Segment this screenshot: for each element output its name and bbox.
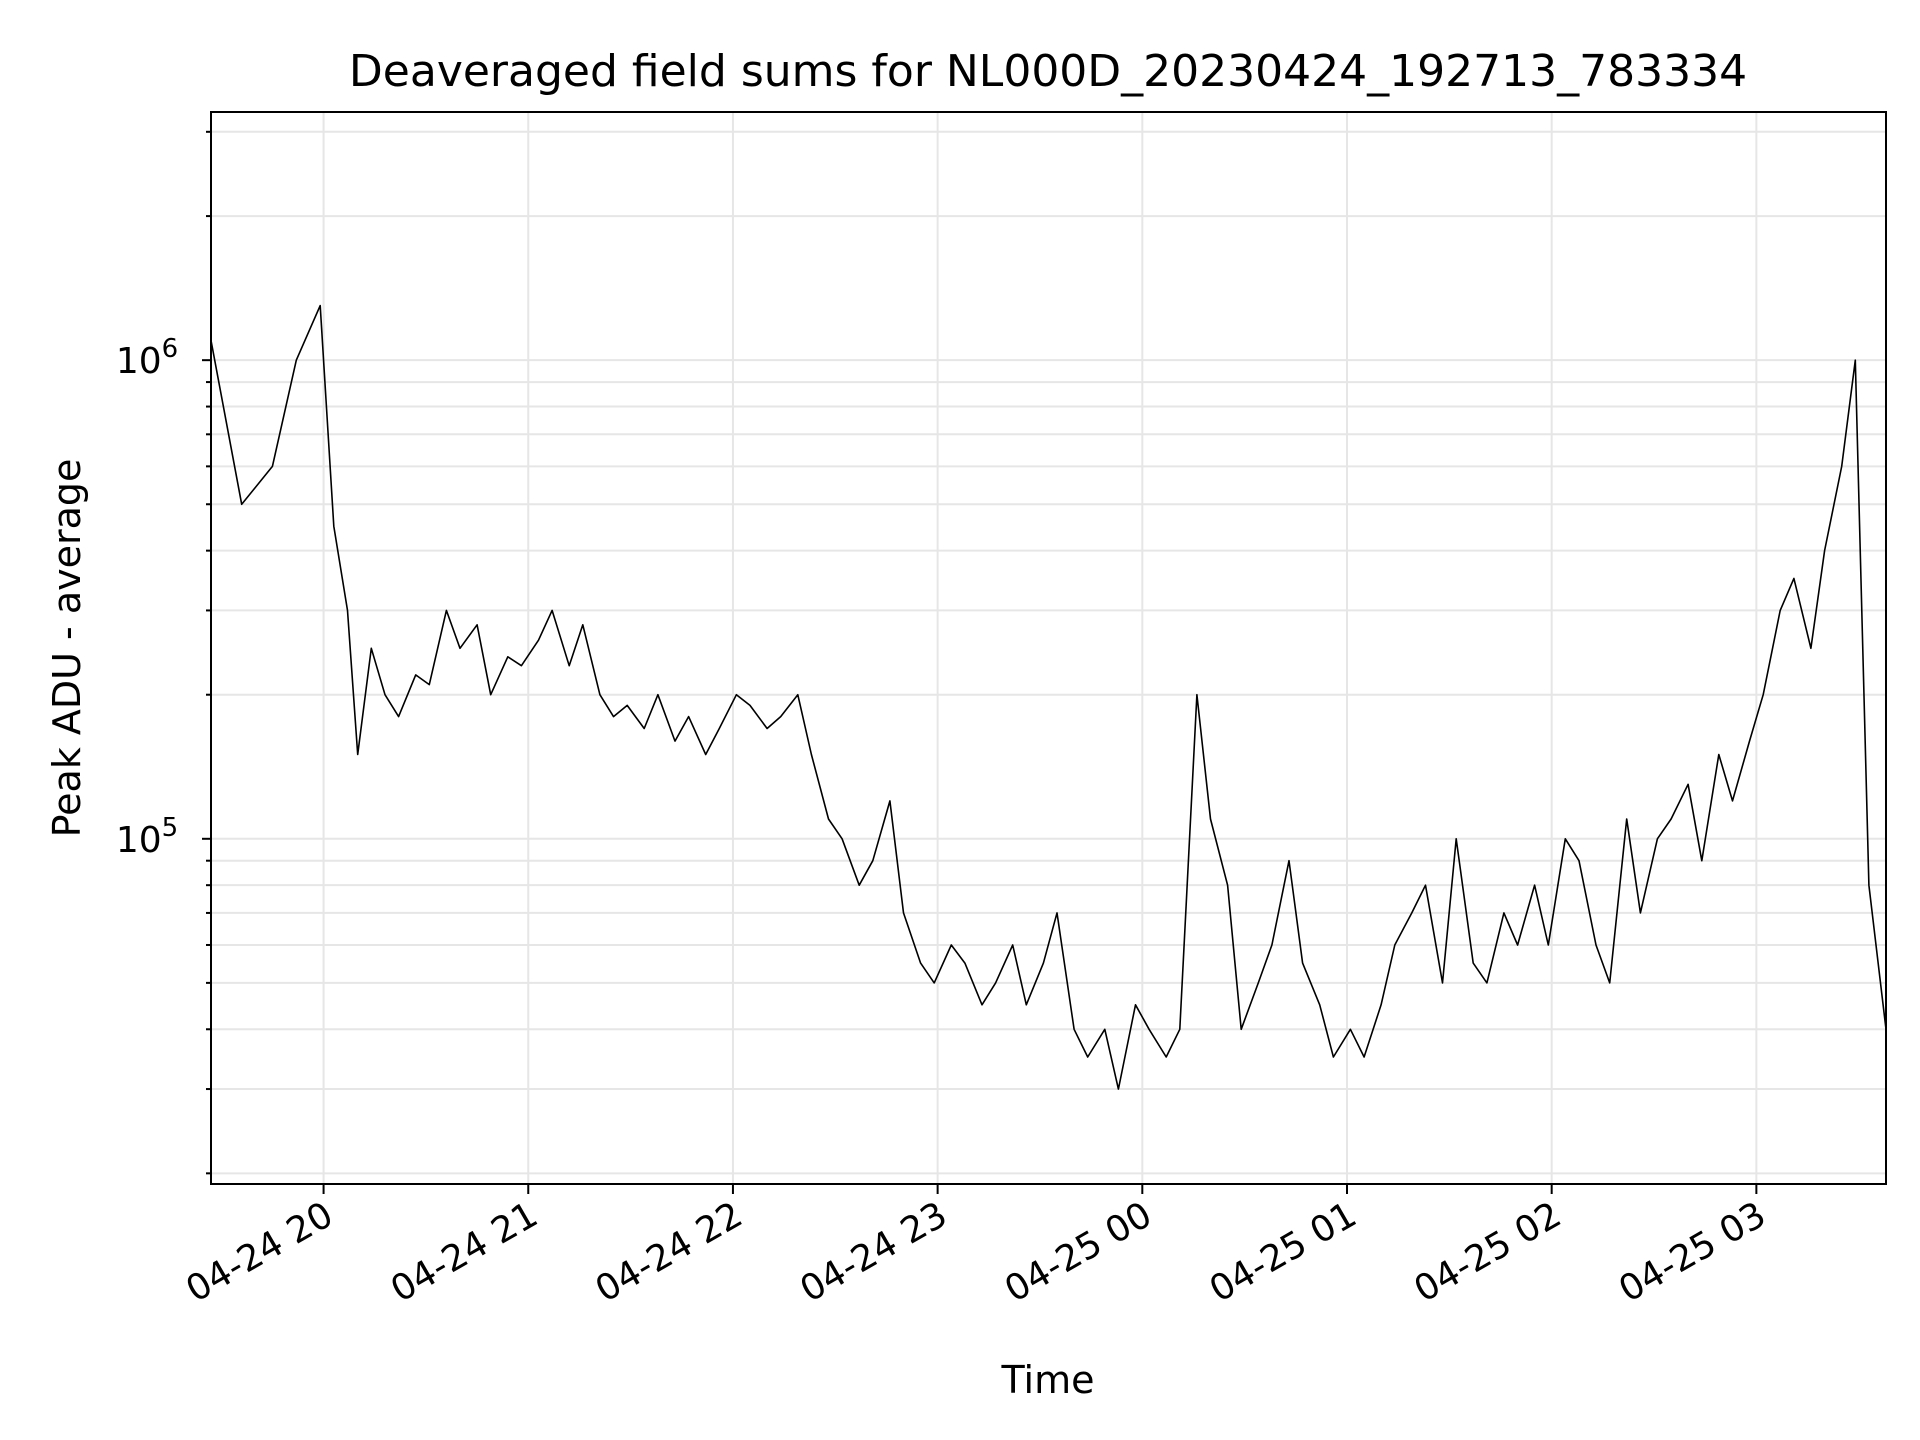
y-tick-label: 106 [116, 334, 178, 382]
y-tick-label-base: 10 [116, 820, 162, 861]
y-tick-label-exponent: 6 [162, 334, 179, 364]
y-tick-label-base: 10 [116, 341, 162, 382]
y-tick-label-exponent: 5 [162, 813, 179, 843]
plot-area [210, 304, 1887, 1090]
y-tick-label: 105 [116, 813, 178, 861]
x-axis-label: Time [1001, 1358, 1095, 1402]
y-axis-label: Peak ADU - average [45, 459, 89, 838]
chart-title: Deaveraged field sums for NL000D_2023042… [349, 46, 1747, 97]
grid [211, 112, 1886, 1184]
plot-frame [210, 111, 1887, 1185]
data-series-line [210, 304, 1887, 1090]
